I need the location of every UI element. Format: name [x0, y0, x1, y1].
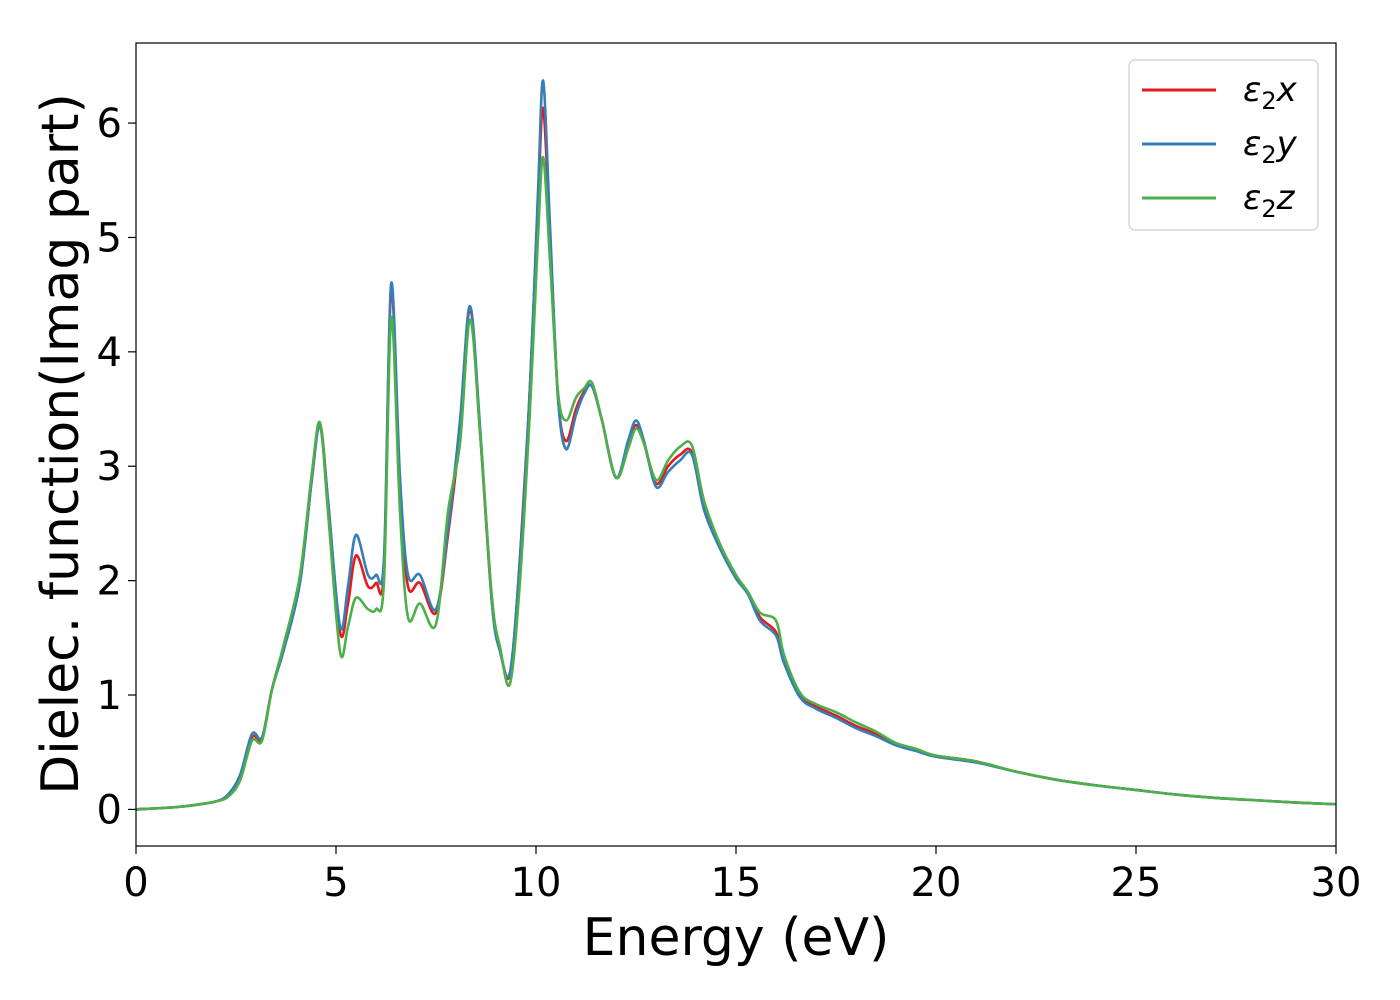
legend-entry-label: ε2y [1243, 124, 1298, 169]
x-axis-label: Energy (eV) [583, 908, 890, 968]
legend-entry-label: ε2z [1243, 178, 1296, 223]
y-tick-label: 0 [97, 787, 122, 833]
y-tick-label: 3 [97, 444, 122, 490]
x-tick-label: 10 [511, 860, 562, 906]
y-tick-label: 6 [97, 101, 122, 147]
x-tick-label: 0 [123, 860, 148, 906]
x-tick-label: 20 [911, 860, 962, 906]
x-tick-label: 5 [323, 860, 348, 906]
legend-box [1128, 59, 1319, 231]
series-layer [136, 79, 1336, 811]
y-tick-label: 5 [97, 215, 122, 261]
y-axis: 0 1 2 3 4 5 6 [97, 101, 136, 833]
y-axis-label: Dielec. function(Imag part) [31, 93, 91, 795]
legend-entry-label: ε2x [1243, 70, 1298, 115]
y-tick-label: 4 [97, 330, 122, 376]
y-tick-label: 2 [97, 559, 122, 605]
legend: ε2x ε2y ε2z [1128, 59, 1319, 231]
y-tick-label: 1 [97, 673, 122, 719]
x-tick-label: 25 [1111, 860, 1162, 906]
x-axis: 0 5 10 15 20 25 30 [123, 846, 1361, 906]
x-tick-label: 30 [1311, 860, 1362, 906]
series-line-z [136, 156, 1336, 811]
x-tick-label: 15 [711, 860, 762, 906]
